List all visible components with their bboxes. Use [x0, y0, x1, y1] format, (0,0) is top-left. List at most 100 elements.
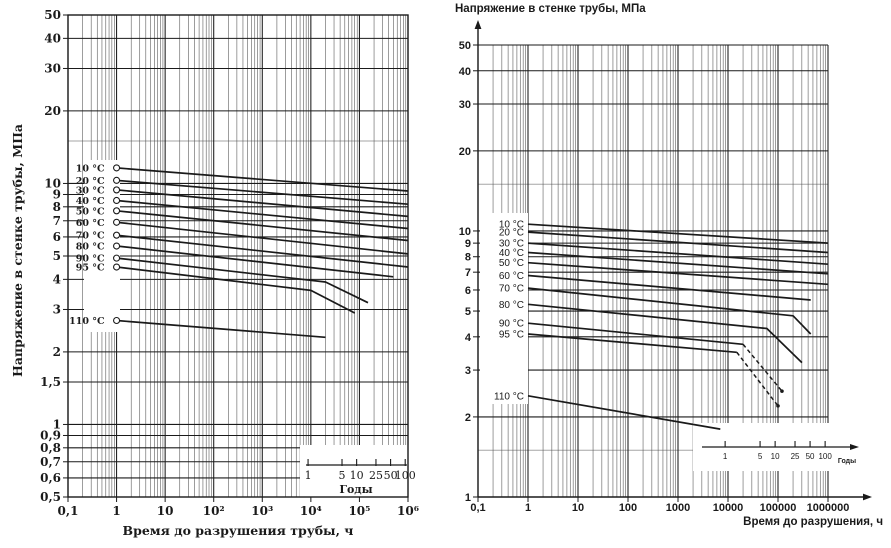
- curve-start-marker: [113, 186, 121, 194]
- series-label: 110 °C: [69, 316, 105, 327]
- y-tick-label: 7: [465, 267, 471, 279]
- series-group: 10 °C20 °C30 °C40 °C50 °C60 °C70 °C80 °C…: [69, 163, 409, 339]
- y-tick-label: 10: [44, 176, 61, 190]
- curve-end-dot: [776, 404, 780, 408]
- curve-10°C: [527, 223, 829, 244]
- y-tick-label: 0,6: [40, 471, 61, 485]
- y-tick-label: 0,5: [40, 490, 61, 504]
- grid-minor: [478, 45, 828, 497]
- curve-50°C: [116, 209, 409, 242]
- x-tick-label: 10⁵: [348, 504, 370, 518]
- years-tick-label: 25: [791, 452, 800, 461]
- series-label: 10 °C: [76, 163, 105, 174]
- series-group: 10 °C20 °C30 °C40 °C50 °C60 °C70 °C80 °C…: [494, 220, 829, 430]
- years-tick-label: 50: [384, 469, 398, 482]
- y-tick-label: 20: [44, 104, 61, 118]
- series-label: 20 °C: [76, 176, 105, 187]
- series-label: 50 °C: [76, 206, 105, 217]
- y-tick-label: 40: [44, 31, 61, 45]
- curve-10°C: [116, 167, 409, 192]
- y-tick-label: 40: [459, 66, 471, 78]
- left-y-axis-title: Напряжение в стенке трубы, МПа: [10, 124, 25, 377]
- curve-start-marker: [113, 231, 121, 239]
- curve-start-marker: [113, 164, 121, 172]
- x-tick-label: 1: [525, 502, 531, 514]
- y-tick-label: 30: [44, 61, 61, 75]
- right-y-axis-title: Напряжение в стенке трубы, МПа: [455, 3, 646, 15]
- years-tick-label: 5: [758, 452, 763, 461]
- series-label: 40 °C: [499, 248, 524, 259]
- curve-90°C: [527, 322, 744, 346]
- label-mask: [84, 160, 410, 497]
- x-tick-label: 100: [619, 502, 637, 514]
- series-label: 90 °C: [499, 319, 524, 330]
- y-tick-label: 9: [53, 187, 61, 201]
- y-tick-label: 1,5: [40, 375, 61, 389]
- series-label: 110 °C: [494, 391, 524, 402]
- y-tick-label: 30: [459, 99, 471, 111]
- y-tick-label: 0,9: [40, 428, 61, 442]
- years-tick-label: 25: [369, 469, 383, 482]
- y-tick-label: 3: [53, 302, 61, 316]
- series-label: 70 °C: [76, 231, 105, 242]
- curve-70°C: [527, 287, 812, 335]
- y-tick-label: 6: [53, 230, 61, 244]
- right-x-axis-title: Время до разрушения, ч: [743, 516, 883, 528]
- curve-start-marker: [113, 196, 121, 205]
- x-tick-label: 10⁴: [300, 504, 322, 518]
- x-tick-label: 1000: [666, 502, 690, 514]
- years-tick-label: 1: [723, 452, 728, 461]
- left-x-axis-title: Время до разрушения трубы, ч: [122, 523, 354, 538]
- x-tick-label: 10000: [713, 502, 744, 514]
- curve-70°C: [116, 234, 409, 268]
- series-label: 30 °C: [499, 239, 524, 250]
- y-tick-label: 4: [465, 332, 472, 344]
- years-tick-label: 5: [339, 469, 346, 482]
- curve-80°C: [116, 245, 394, 278]
- curve-95°C: [116, 266, 356, 314]
- y-tick-label: 7: [53, 214, 61, 228]
- series-label: 90 °C: [76, 254, 105, 265]
- curve-20°C: [116, 179, 409, 206]
- curve-110°C: [527, 394, 721, 430]
- tick-labels: 5040302010987654321,510,90,80,70,60,50,1…: [40, 8, 419, 518]
- years-tick-label: 10: [350, 469, 364, 482]
- curve-start-marker: [113, 176, 121, 184]
- x-tick-label: 1000000: [807, 502, 850, 514]
- axis-arrowheads: [474, 20, 872, 501]
- curve-20°C: [527, 231, 829, 254]
- x-tick-label: 1: [112, 504, 120, 518]
- series-label: 10 °C: [499, 220, 524, 231]
- curve-start-marker: [113, 207, 121, 215]
- y-tick-label: 0,8: [40, 441, 61, 455]
- y-tick-label: 1: [53, 417, 61, 431]
- y-tick-label: 5: [53, 249, 61, 263]
- y-tick-label: 20: [459, 146, 471, 158]
- x-tick-label: 0,1: [470, 502, 485, 514]
- y-tick-label: 50: [44, 8, 61, 22]
- axes: [477, 28, 864, 498]
- y-tick-label: 0,7: [40, 455, 61, 469]
- curve-90°C: [116, 257, 369, 304]
- curve-start-marker: [113, 254, 121, 262]
- series-label: 60 °C: [499, 271, 524, 282]
- curve-start-marker: [113, 316, 121, 325]
- series-label: 20 °C: [499, 228, 524, 239]
- x-tick-label: 10³: [251, 504, 273, 518]
- curve-30°C: [116, 189, 409, 218]
- y-tick-label: 1: [465, 492, 471, 504]
- y-tick-label: 2: [53, 345, 61, 359]
- x-tick-label: 100000: [760, 502, 797, 514]
- years-axis-title: Годы: [838, 458, 856, 465]
- curve-drop-90°C: [742, 343, 783, 392]
- series-label: 40 °C: [76, 196, 105, 207]
- y-tick-label: 10: [459, 226, 471, 238]
- curve-95°C: [527, 333, 737, 354]
- x-tick-label: 0,1: [58, 504, 79, 518]
- y-tick-label: 8: [53, 200, 61, 214]
